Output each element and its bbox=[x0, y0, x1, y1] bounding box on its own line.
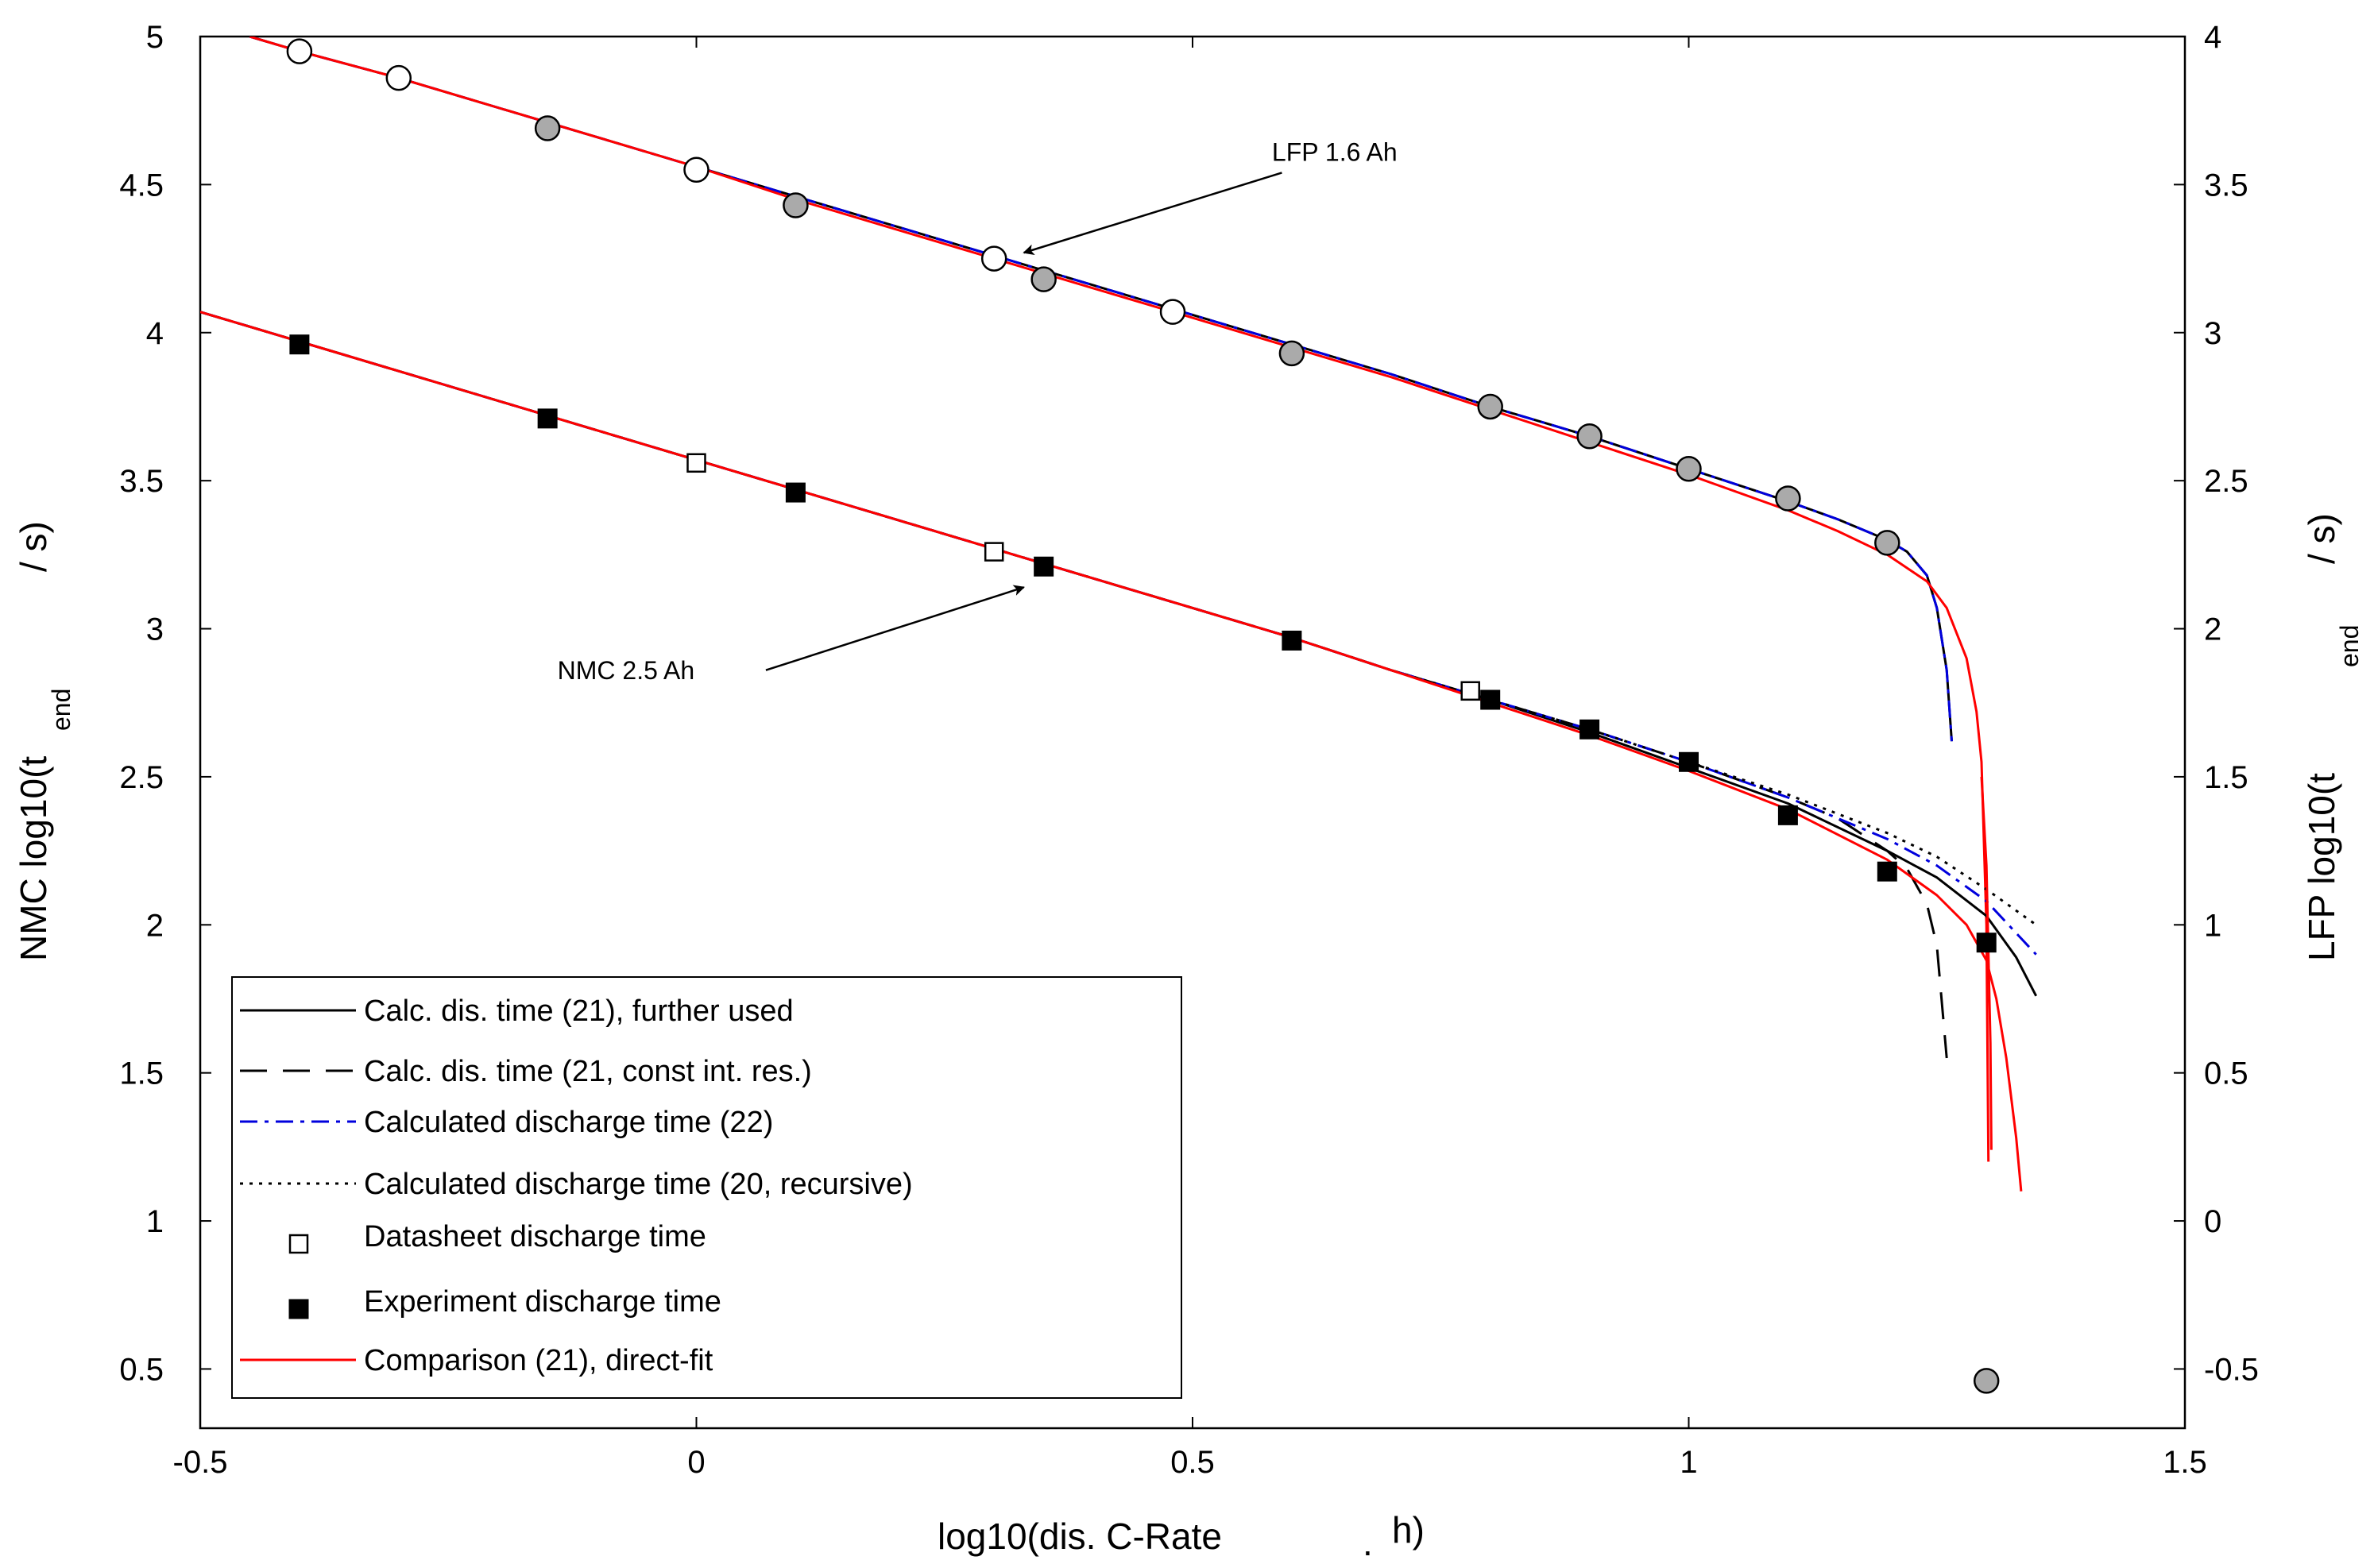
data-point-nmc_datasheet bbox=[984, 542, 1004, 562]
y-tick-label-left: 2.5 bbox=[119, 760, 164, 795]
legend-label: Datasheet discharge time bbox=[364, 1220, 706, 1253]
data-point-lfp_filled bbox=[1775, 485, 1801, 512]
data-point-nmc_experiment bbox=[1282, 630, 1302, 651]
legend-swatch-marker bbox=[288, 1234, 309, 1254]
data-point-nmc_datasheet bbox=[1460, 681, 1480, 701]
legend: Calc. dis. time (21), further used Calc. … bbox=[231, 976, 1182, 1399]
series-line-nmc-solid bbox=[200, 311, 2023, 1191]
legend-label: Calculated discharge time (20, recursive… bbox=[364, 1168, 913, 1201]
y-tick-label-right: 0.5 bbox=[2204, 1056, 2248, 1091]
y-tick-label-left: 3 bbox=[146, 612, 164, 647]
data-point-nmc_experiment bbox=[1034, 556, 1054, 577]
y-axis-label-left-sub: end bbox=[47, 689, 75, 731]
series-line-nmc-solid bbox=[200, 311, 2038, 997]
data-point-lfp_filled bbox=[1030, 266, 1057, 292]
y-tick-label-right: 1.5 bbox=[2204, 760, 2248, 795]
data-point-nmc_datasheet bbox=[686, 453, 706, 473]
data-point-nmc_experiment bbox=[785, 482, 806, 503]
data-point-nmc_experiment bbox=[1579, 719, 1600, 740]
y-axis-label-right-sub: end bbox=[2335, 625, 2364, 667]
y-axis-label-right: LFP log10(t end / s) bbox=[2301, 513, 2364, 961]
y-tick-label-right: -0.5 bbox=[2204, 1352, 2259, 1387]
data-point-lfp_open bbox=[683, 156, 709, 183]
series-line-nmc-dotted bbox=[200, 311, 2037, 926]
x-axis-label-dot: . bbox=[1363, 1522, 1373, 1563]
data-point-lfp_open bbox=[1159, 299, 1186, 325]
y-axis-label-left-text: NMC log10(t bbox=[13, 756, 54, 961]
annotation-arrow bbox=[1023, 172, 1282, 256]
y-tick-label-left: 4.5 bbox=[119, 168, 164, 203]
x-tick-label: -0.5 bbox=[173, 1445, 228, 1480]
annotation-label: NMC 2.5 Ah bbox=[558, 656, 695, 685]
y-tick-label-right: 4 bbox=[2204, 20, 2221, 55]
y-axis-label-left-suffix: / s) bbox=[13, 521, 54, 572]
legend-box bbox=[231, 976, 1182, 1399]
x-tick-label: 1.5 bbox=[2163, 1445, 2207, 1480]
x-tick-label: 0 bbox=[687, 1445, 705, 1480]
x-tick-label: 0.5 bbox=[1170, 1445, 1215, 1480]
y-axis-label-right-text: LFP log10(t bbox=[2301, 773, 2342, 961]
y-axis-label-left: NMC log10(t end / s) bbox=[13, 521, 75, 961]
series-line-nmc-solid bbox=[1980, 776, 1993, 1150]
series-line-nmc-dashdot bbox=[200, 311, 2037, 956]
y-tick-label-left: 3.5 bbox=[119, 464, 164, 499]
data-point-nmc_experiment bbox=[1877, 861, 1897, 882]
y-tick-label-left: 1.5 bbox=[119, 1056, 164, 1091]
legend-label: Calc. dis. time (21, const int. res.) bbox=[364, 1055, 812, 1088]
data-point-lfp_filled bbox=[1477, 393, 1503, 420]
data-point-lfp_filled bbox=[783, 192, 809, 218]
series-line-lfp-dashdot bbox=[249, 37, 1953, 742]
x-tick-label: 1 bbox=[1680, 1445, 1697, 1480]
data-point-lfp_filled bbox=[1874, 530, 1900, 556]
y-tick-label-right: 2 bbox=[2204, 612, 2221, 647]
y-tick-label-right: 0 bbox=[2204, 1204, 2221, 1239]
y-tick-label-left: 4 bbox=[146, 316, 164, 351]
data-point-lfp_filled bbox=[1576, 423, 1603, 450]
data-point-lfp_filled bbox=[1973, 1368, 2000, 1394]
y-tick-label-right: 3.5 bbox=[2204, 168, 2248, 203]
data-point-lfp_filled bbox=[1278, 340, 1305, 367]
marker-layer bbox=[286, 38, 2000, 1394]
legend-swatch-marker bbox=[288, 1299, 309, 1319]
ticks: -0.5 0 0.5 1 1.5 0.5 1 1.5 2 2.5 3 3.5 4 4.5 5 -0.5 0 0.5… bbox=[119, 20, 2259, 1480]
y-tick-label-right: 3 bbox=[2204, 316, 2221, 351]
data-point-nmc_experiment bbox=[1777, 805, 1798, 825]
data-point-lfp_open bbox=[980, 245, 1007, 272]
data-point-lfp_filled bbox=[1676, 455, 1702, 482]
y-tick-label-left: 5 bbox=[146, 20, 164, 55]
series-line-lfp-solid bbox=[249, 37, 1990, 1162]
y-axis-label-right-suffix: / s) bbox=[2301, 513, 2342, 564]
data-point-nmc_experiment bbox=[537, 408, 558, 429]
data-point-nmc_experiment bbox=[289, 334, 310, 355]
x-axis-label: log10(dis. C-Rate bbox=[938, 1516, 1222, 1557]
data-point-lfp_filled bbox=[534, 115, 561, 141]
y-tick-label-right: 1 bbox=[2204, 908, 2221, 943]
y-tick-label-left: 1 bbox=[146, 1204, 164, 1239]
data-point-nmc_experiment bbox=[1976, 933, 1997, 953]
series-line-nmc-dashed bbox=[200, 311, 1948, 1059]
y-tick-label-right: 2.5 bbox=[2204, 464, 2248, 499]
annotation-label: LFP 1.6 Ah bbox=[1272, 138, 1398, 167]
legend-label: Calc. dis. time (21), further used bbox=[364, 994, 794, 1028]
x-axis-label-suffix: h) bbox=[1392, 1509, 1425, 1551]
y-tick-label-left: 0.5 bbox=[119, 1352, 164, 1387]
y-tick-label-left: 2 bbox=[146, 908, 164, 943]
series-line-lfp-solid bbox=[249, 37, 1953, 742]
data-point-lfp_open bbox=[286, 38, 313, 64]
annotation-arrow bbox=[765, 585, 1026, 671]
annotation-layer: LFP 1.6 Ah NMC 2.5 Ah bbox=[558, 138, 1398, 685]
legend-label: Experiment discharge time bbox=[364, 1285, 721, 1319]
legend-label: Comparison (21), direct-fit bbox=[364, 1344, 713, 1377]
legend-label: Calculated discharge time (22) bbox=[364, 1106, 773, 1139]
data-point-lfp_open bbox=[385, 64, 412, 91]
data-point-nmc_experiment bbox=[1679, 751, 1699, 772]
data-point-nmc_experiment bbox=[1480, 689, 1501, 710]
